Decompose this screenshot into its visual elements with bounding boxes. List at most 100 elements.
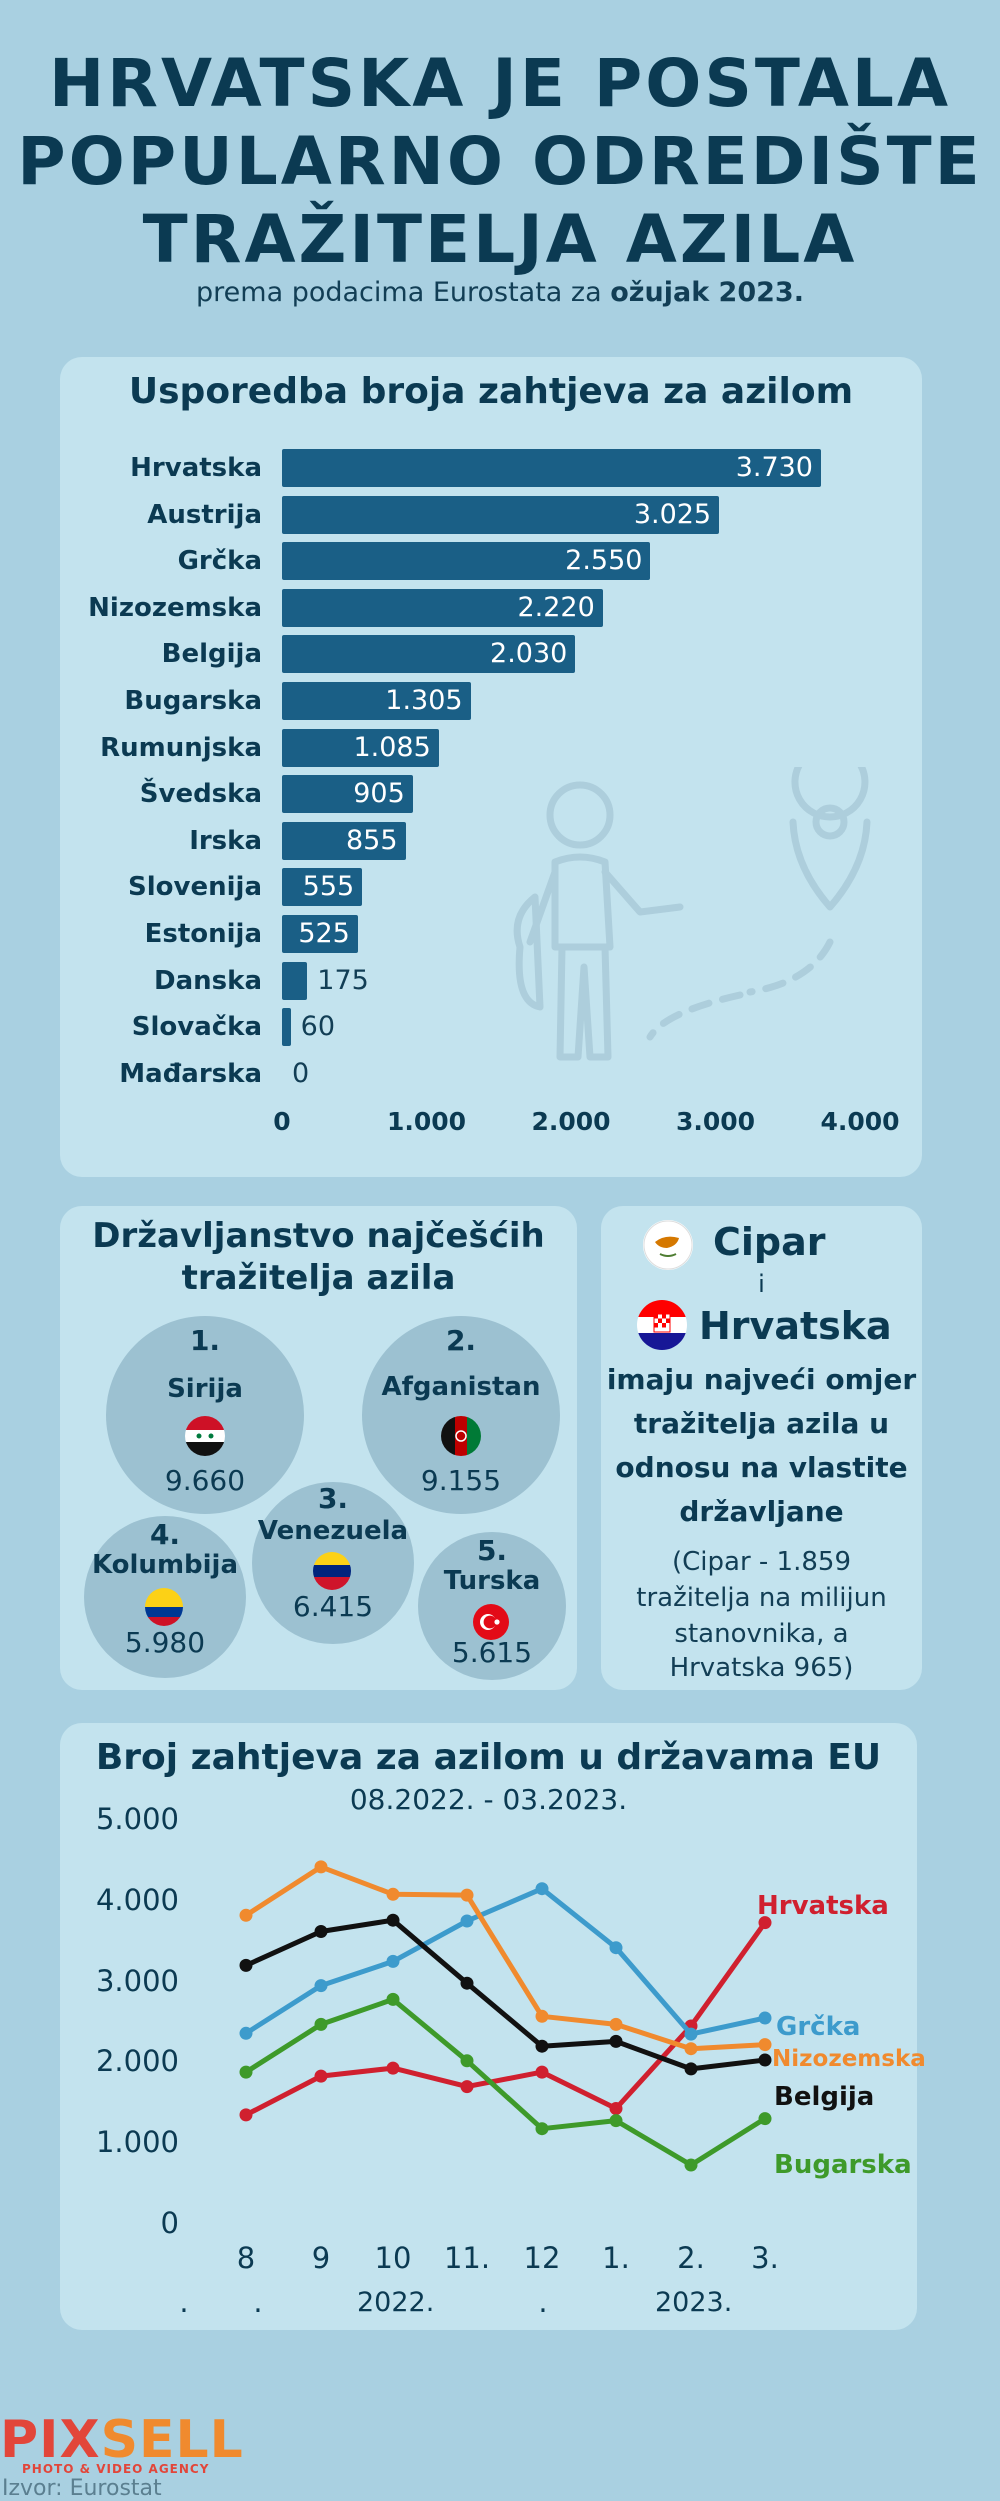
bar-value-label: 1.085 xyxy=(353,731,431,763)
data-point xyxy=(460,1976,474,1990)
bar-category-label: Mađarska xyxy=(119,1058,262,1089)
y-tick-label: 5.000 xyxy=(95,1802,179,1836)
line-chart-panel: Broj zahtjeva za azilom u državama EU 08… xyxy=(60,1723,926,2330)
bar-category-label: Nizozemska xyxy=(88,592,262,623)
bar-value-label: 1.305 xyxy=(385,685,463,716)
data-point xyxy=(314,1925,328,1938)
y-tick-label: 3.000 xyxy=(95,1963,179,1998)
x-tick-label: 3. xyxy=(751,2241,779,2275)
series-line xyxy=(244,1917,766,2072)
title-line-1: HRVATSKA JE POSTALA xyxy=(48,45,952,122)
series-label-grčka: Grčka xyxy=(776,2012,861,2042)
bar-chart-title: Usporedba broja zahtjeva za azilom xyxy=(128,371,854,412)
bar-estonija xyxy=(282,915,358,953)
conjunction: i xyxy=(758,1270,765,1298)
line-chart-subtitle: 08.2022. - 03.2023. xyxy=(349,1783,628,1816)
ratio-note-line-4: Hrvatska 965) xyxy=(669,1653,854,1683)
rank-label: 5. xyxy=(476,1534,508,1567)
month-dot: . xyxy=(538,2285,548,2319)
ratio-note-line-1: (Cipar - 1.859 xyxy=(672,1547,851,1577)
bar-value-label: 2.550 xyxy=(565,545,643,577)
nationality-item-afganistan: 2. Afganistan 9.155 xyxy=(362,1316,560,1514)
title-line-2: POPULARNO ODREDIŠTE xyxy=(17,123,983,200)
bar-category-label: Estonija xyxy=(144,919,262,949)
line-chart-title: Broj zahtjeva za azilom u državama EU xyxy=(95,1737,882,1778)
nationality-item-venezuela: 3. Venezuela 6.415 xyxy=(252,1482,414,1644)
data-point xyxy=(314,2017,328,2031)
rank-label: 3. xyxy=(317,1482,349,1515)
rank-label: 2. xyxy=(445,1324,477,1357)
line-chart-area: 0 1.000 2.000 3.000 4.000 5.000 8 9 10 11. 12 1. 2. 3… xyxy=(60,1723,926,2330)
bar-belgija xyxy=(282,635,576,674)
line-chart-svg xyxy=(239,1860,772,2172)
venezuela-flag-icon xyxy=(313,1552,351,1590)
bar-švedska xyxy=(282,775,413,814)
data-point xyxy=(609,2034,623,2048)
data-point xyxy=(535,1882,549,1896)
logo-part-2: SELL xyxy=(100,2410,244,2470)
x-tick-label: 9 xyxy=(311,2241,331,2275)
data-point xyxy=(386,1887,400,1901)
bar-slovačka xyxy=(282,1008,291,1047)
bar-value-label: 905 xyxy=(353,778,405,810)
data-point xyxy=(758,2011,772,2025)
data-point xyxy=(609,2102,623,2115)
bar-category-label: Bugarska xyxy=(124,686,262,716)
year-label-2022: 2022. xyxy=(357,2287,435,2318)
data-point xyxy=(239,2026,253,2040)
data-point xyxy=(239,1958,253,1972)
ratio-note-line-3: stanovnika, a xyxy=(674,1619,849,1649)
pixsell-logo: PIXSELL xyxy=(0,2410,244,2470)
bar-nizozemska xyxy=(282,588,603,627)
bar-value-label: 2.220 xyxy=(517,591,595,623)
month-dot: . xyxy=(179,2285,189,2319)
data-point xyxy=(535,2122,549,2136)
data-point xyxy=(386,1913,400,1927)
ratio-note-line-2: tražitelja na milijun xyxy=(636,1583,887,1613)
logo-part-1: PIX xyxy=(0,2410,101,2470)
count-value: 9.660 xyxy=(164,1464,246,1497)
x-tick-label: 10 xyxy=(374,2241,412,2275)
bar-rumunjska xyxy=(282,728,439,767)
x-tick-label: 11. xyxy=(443,2241,491,2275)
bar-value-label: 2.030 xyxy=(490,638,568,670)
bar-category-label: Rumunjska xyxy=(100,732,262,763)
data-point xyxy=(609,2017,623,2031)
subtitle: prema podacima Eurostata za ožujak 2023. xyxy=(0,277,1000,308)
bar-irska xyxy=(282,821,406,860)
syria-flag-icon xyxy=(185,1416,225,1456)
count-value: 5.615 xyxy=(451,1636,533,1669)
count-value: 6.415 xyxy=(292,1590,374,1623)
nationality-item-kolumbija: 4. Kolumbija 5.980 xyxy=(84,1516,246,1678)
data-point xyxy=(239,2065,253,2079)
country-name: Turska xyxy=(443,1566,541,1596)
country-name: Kolumbija xyxy=(91,1550,239,1580)
x-tick-label: 8 xyxy=(236,2241,256,2275)
bar-danska xyxy=(282,961,308,1000)
x-tick-label: 4.000 xyxy=(820,1107,900,1136)
bar-chart-area: Hrvatska 3.730 Austrija 3.025 Grčka 2.550 Nizo… xyxy=(60,357,922,1177)
bar-value-label: 60 xyxy=(300,1011,336,1043)
subtitle-date: ožujak 2023. xyxy=(610,277,804,308)
cyprus-flag-icon xyxy=(643,1220,693,1270)
series-hrvatska xyxy=(239,1916,772,2122)
traveler-illustration xyxy=(513,767,871,1061)
data-point xyxy=(314,2069,328,2083)
bar-category-label: Hrvatska xyxy=(130,453,262,483)
data-point xyxy=(684,2042,698,2056)
bar-chart-panel: Usporedba broja zahtjeva za azilom Hrvat… xyxy=(60,357,922,1177)
ratio-text-line-4: državljane xyxy=(679,1495,844,1528)
bar-value-label: 0 xyxy=(292,1057,310,1089)
bar-category-label: Grčka xyxy=(177,546,262,577)
x-tick-label: 2.000 xyxy=(531,1107,611,1136)
nationality-panel: Državljanstvo najčešćih tražitelja azila… xyxy=(60,1206,577,1690)
bar-category-label: Belgija xyxy=(161,639,262,670)
bar-category-label: Slovenija xyxy=(128,872,262,903)
nationality-title-line-1: Državljanstvo najčešćih xyxy=(92,1216,545,1256)
data-point xyxy=(758,2053,772,2067)
data-point xyxy=(386,2061,400,2075)
bar-slovenija xyxy=(282,868,363,907)
data-point xyxy=(758,1916,772,1930)
bar-value-label: 175 xyxy=(317,964,369,996)
data-point xyxy=(684,2027,698,2041)
